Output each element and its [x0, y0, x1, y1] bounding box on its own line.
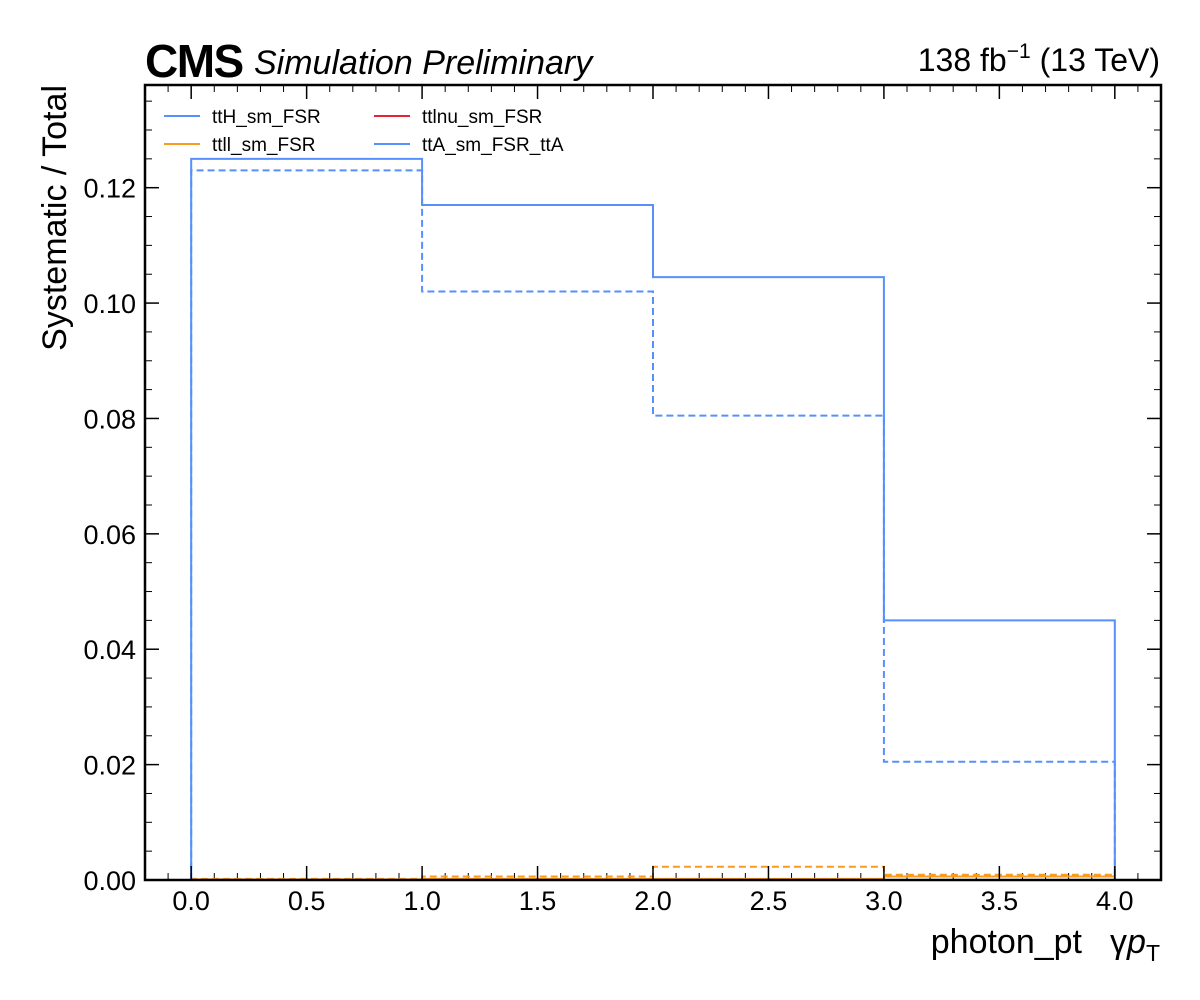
x-tick-label: 4.0 [1096, 886, 1134, 916]
x-tick-label: 1.0 [403, 886, 441, 916]
legend-label: ttll_sm_FSR [212, 135, 315, 156]
x-tick-label: 3.0 [865, 886, 903, 916]
lumi-exponent: −1 [1007, 40, 1031, 63]
series-line-tta-sm-fsr-tta-dashed [190, 169, 1116, 880]
cms-label: CMS [145, 35, 243, 87]
y-tick-label: 0.02 [83, 751, 136, 781]
x-axis-label-main: photon_pt [931, 923, 1083, 961]
x-tick-label: 0.0 [172, 886, 210, 916]
x-axis-label-p: p [1126, 923, 1146, 961]
x-axis-label-sub: T [1146, 940, 1160, 966]
y-tick-label: 0.04 [83, 635, 136, 665]
plot-frame [143, 83, 1163, 882]
subtitle: Simulation Preliminary [254, 44, 594, 82]
x-tick-label: 1.5 [519, 886, 557, 916]
y-tick-label: 0.12 [83, 174, 136, 204]
series-layer [190, 157, 1116, 881]
x-axis-label-gamma: γ [1110, 923, 1127, 961]
x-axis-label: photon_pt γpT [931, 923, 1160, 966]
x-tick-label: 3.5 [981, 886, 1019, 916]
legend-label: ttlnu_sm_FSR [422, 107, 542, 128]
y-tick-label: 0.06 [83, 520, 136, 550]
y-tick-label: 0.00 [83, 866, 136, 896]
y-tick-label: 0.10 [83, 289, 136, 319]
lumi-value: 138 fb [918, 42, 1007, 78]
x-tick-label: 2.0 [634, 886, 672, 916]
x-tick-label: 2.5 [750, 886, 788, 916]
y-tick-label: 0.08 [83, 404, 136, 434]
x-tick-labels: 0.0 0.5 1.0 1.5 2.0 2.5 3.0 3.5 4.0 [172, 886, 1133, 916]
legend-label: ttH_sm_FSR [212, 107, 321, 128]
y-tick-labels: 0.00 0.02 0.04 0.06 0.08 0.10 0.12 [83, 174, 136, 896]
lumi-energy: (13 TeV) [1040, 42, 1160, 78]
lumi-label: 138 fb−1 (13 TeV) [918, 40, 1160, 78]
series-line-tta-sm-fsr-tta [190, 157, 1116, 880]
legend-label: ttA_sm_FSR_ttA [422, 135, 564, 156]
x-tick-label: 0.5 [288, 886, 326, 916]
legend: ttH_sm_FSR ttlnu_sm_FSR ttll_sm_FSR ttA_sm_… [164, 107, 564, 156]
y-axis-label: Systematic / Total [36, 85, 74, 351]
